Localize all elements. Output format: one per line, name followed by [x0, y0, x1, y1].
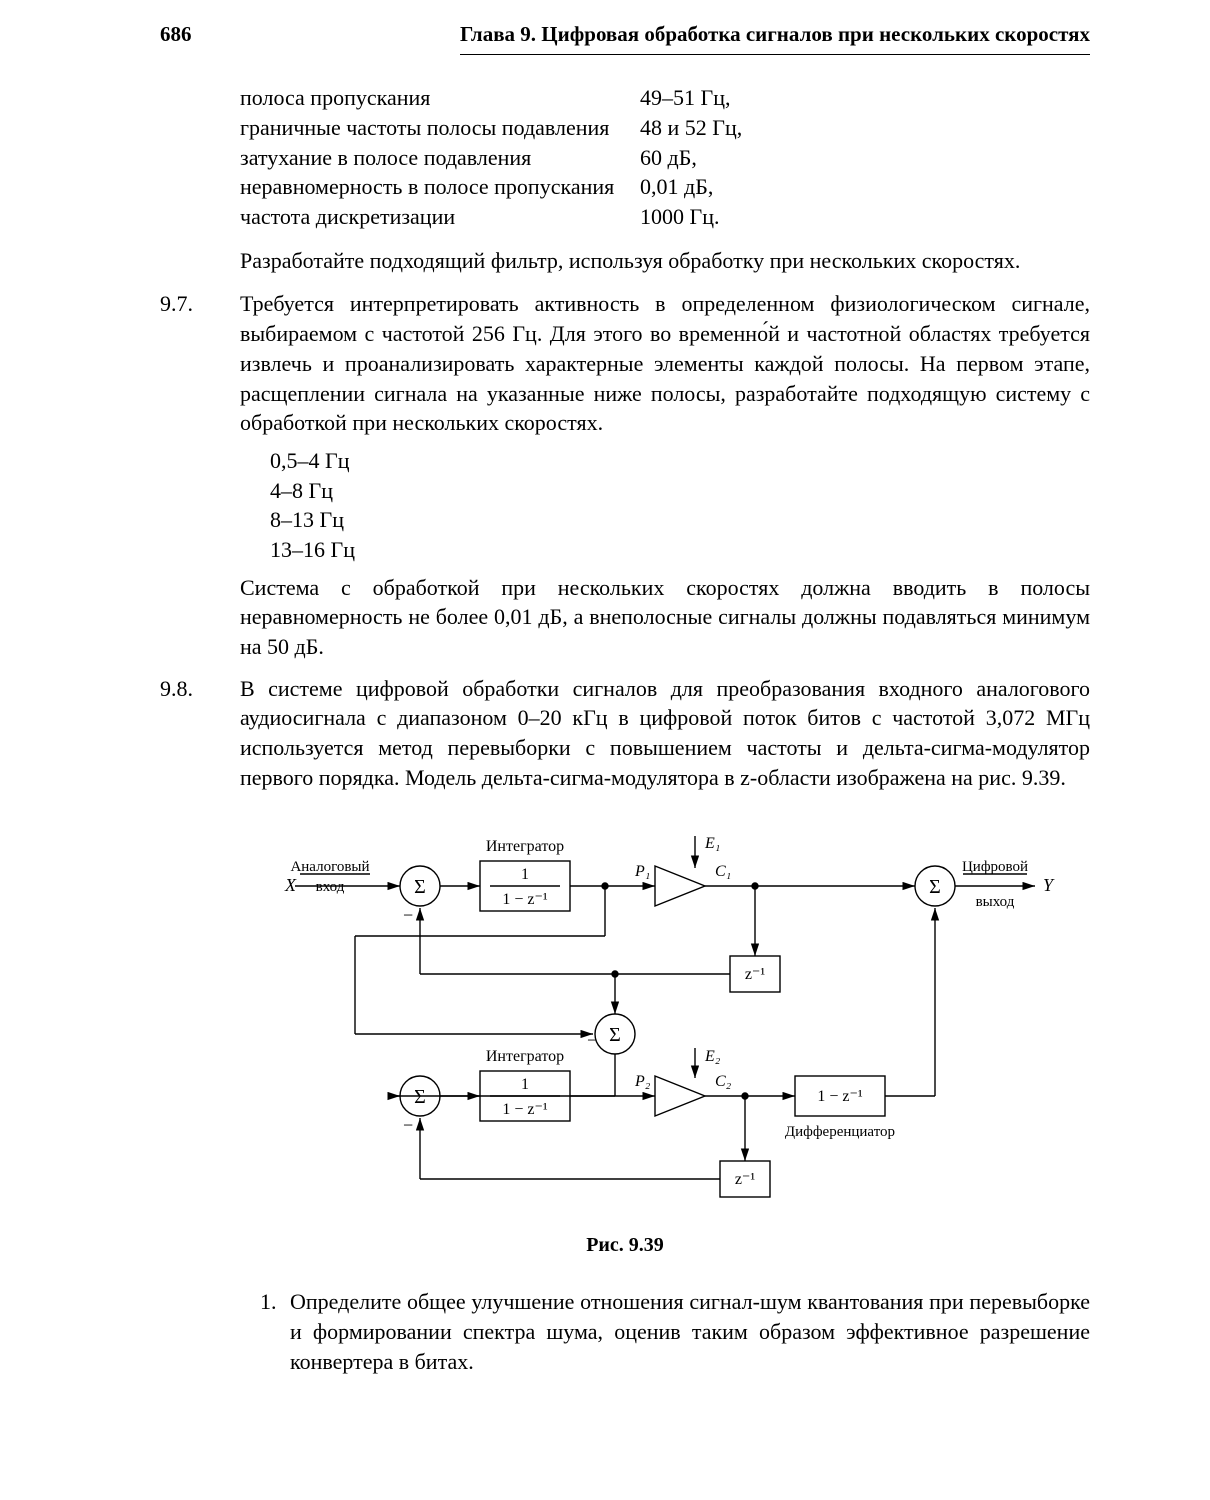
problem-tail: Система с обработкой при нескольких скор…: [240, 575, 1090, 659]
label-analog-in: Аналоговый: [290, 859, 369, 875]
spec-row: частота дискретизации 1000 Гц.: [240, 202, 1090, 232]
spec-row: затухание в полосе подавления 60 дБ,: [240, 143, 1090, 173]
page-header: 686 Глава 9. Цифровая обработка сигналов…: [160, 20, 1090, 55]
label-differentiator: Дифференциатор: [785, 1124, 895, 1140]
problem-intro: Требуется интерпретировать активность в …: [240, 291, 1090, 435]
spec-value: 48 и 52 Гц,: [640, 113, 800, 143]
spec-label: частота дискретизации: [240, 202, 640, 232]
figure-caption: Рис. 9.39: [160, 1232, 1090, 1259]
spec-row: полоса пропускания 49–51 Гц,: [240, 83, 1090, 113]
integ-bot: 1 − z⁻¹: [502, 1101, 548, 1118]
sigma-node: Σ: [929, 876, 941, 898]
diff-tf: 1 − z⁻¹: [817, 1088, 863, 1105]
band-item: 0,5–4 Гц: [270, 446, 1090, 476]
band-item: 8–13 Гц: [270, 505, 1090, 535]
sigma-node: Σ: [609, 1024, 621, 1046]
spec-value: 60 дБ,: [640, 143, 800, 173]
problem-body: В системе цифровой обработки сигналов дл…: [240, 674, 1090, 793]
problem-number: 9.7.: [160, 289, 240, 661]
minus-sign: −: [403, 905, 413, 925]
spec-value: 0,01 дБ,: [640, 172, 800, 202]
label-digital-out2: выход: [976, 894, 1015, 910]
spec-value: 1000 Гц.: [640, 202, 800, 232]
page: 686 Глава 9. Цифровая обработка сигналов…: [0, 0, 1210, 1416]
integ-top: 1: [521, 866, 529, 883]
spec-label: затухание в полосе подавления: [240, 143, 640, 173]
band-list: 0,5–4 Гц 4–8 Гц 8–13 Гц 13–16 Гц: [270, 446, 1090, 565]
spec-row: неравномерность в полосе пропускания 0,0…: [240, 172, 1090, 202]
label-integrator: Интегратор: [486, 1048, 564, 1065]
problem-number: 9.8.: [160, 674, 240, 793]
figure-9-39: X Аналоговый вход Σ − Интегратор 1 1 − z…: [240, 816, 1090, 1224]
band-item: 13–16 Гц: [270, 535, 1090, 565]
band-item: 4–8 Гц: [270, 476, 1090, 506]
problem-9-8: 9.8. В системе цифровой обработки сигнал…: [160, 674, 1090, 793]
label-P1: P₁: [634, 863, 650, 880]
enum-item-1: 1. Определите общее улучшение отношения …: [260, 1287, 1090, 1376]
block-diagram-svg: X Аналоговый вход Σ − Интегратор 1 1 − z…: [275, 816, 1055, 1216]
integ-bot: 1 − z⁻¹: [502, 891, 548, 908]
spec-label: граничные частоты полосы подавления: [240, 113, 640, 143]
page-number: 686: [160, 20, 192, 55]
sigma-node: Σ: [414, 1086, 426, 1108]
after-specs-text: Разработайте подходящий фильтр, использу…: [240, 246, 1090, 276]
problem-body: Требуется интерпретировать активность в …: [240, 289, 1090, 661]
label-C1: C₁: [715, 863, 731, 880]
label-Y: Y: [1043, 875, 1055, 895]
sigma-node: Σ: [414, 876, 426, 898]
label-E2: E₂: [704, 1048, 721, 1065]
label-integrator: Интегратор: [486, 838, 564, 855]
label-C2: C₂: [715, 1073, 732, 1090]
label-E1: E₁: [704, 835, 720, 852]
spec-value: 49–51 Гц,: [640, 83, 800, 113]
spec-label: полоса пропускания: [240, 83, 640, 113]
chapter-title: Глава 9. Цифровая обработка сигналов при…: [460, 20, 1090, 55]
spec-label: неравномерность в полосе пропускания: [240, 172, 640, 202]
delay-bot: z⁻¹: [735, 1171, 756, 1188]
enum-number: 1.: [260, 1287, 290, 1376]
integ-top: 1: [521, 1076, 529, 1093]
delay-top: z⁻¹: [745, 966, 766, 983]
spec-row: граничные частоты полосы подавления 48 и…: [240, 113, 1090, 143]
minus-sign: −: [403, 1115, 413, 1135]
label-P2: P₂: [634, 1073, 651, 1090]
enum-text: Определите общее улучшение отношения сиг…: [290, 1287, 1090, 1376]
label-analog-in2: вход: [316, 879, 345, 895]
minus-sign: −: [587, 1030, 597, 1050]
label-X: X: [284, 875, 297, 895]
problem-9-7: 9.7. Требуется интерпретировать активнос…: [160, 289, 1090, 661]
filter-specs-table: полоса пропускания 49–51 Гц, граничные ч…: [240, 83, 1090, 231]
label-digital-out: Цифровой: [962, 859, 1028, 875]
